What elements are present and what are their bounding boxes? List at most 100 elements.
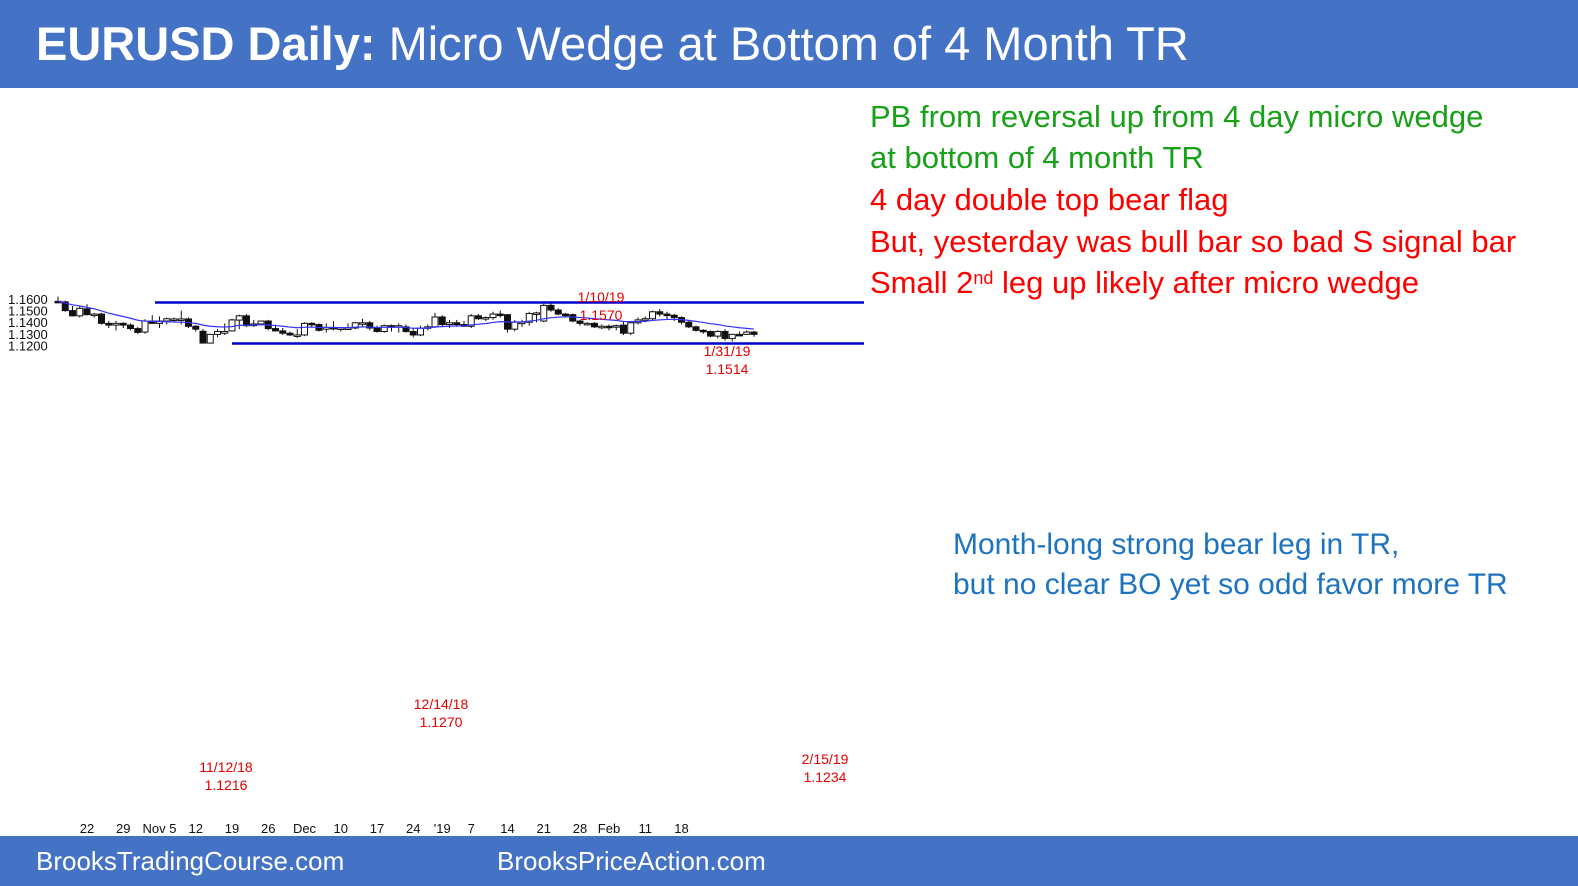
x-tick-label: '19 [434,821,451,836]
bull-candle [163,318,171,322]
bull-candle [641,318,649,321]
bull-candle [489,313,497,319]
bull-candle [257,320,265,325]
x-tick-label: Feb [598,821,620,836]
bear-candle [736,333,743,337]
bull-candle [446,322,453,326]
note-line-5-sup: nd [973,268,994,288]
note-line-4: But, yesterday was bull bar so bad S sig… [870,224,1517,259]
x-tick-label: 26 [261,821,275,836]
bull-candle [235,315,243,321]
bull-candle [714,330,722,337]
bear-candle [656,311,664,315]
bull-candle [612,325,620,328]
x-tick-label: 14 [500,821,514,836]
footer-left-link[interactable]: BrooksTradingCourse.com [36,846,345,876]
annot-dec14-date: 12/14/18 [414,696,469,712]
footer-center-link[interactable]: BrooksPriceAction.com [497,846,766,876]
bear-candle [562,313,569,317]
bull-candle [511,321,519,330]
bear-candle [134,328,142,333]
bear-candle [685,321,693,328]
candlestick-chart: 1.1600 1.1500 1.1400 1.1300 1.1200 22 29 Nov 5… [0,88,880,836]
bear-candle [591,322,598,328]
x-tick-label: 29 [116,821,130,836]
bear-candle [547,304,555,311]
bull-candle [728,333,736,339]
y-tick-label: 1.1400 [8,315,48,330]
bear-candle [373,327,381,332]
bull-candle [649,311,656,320]
bull-candle [583,322,591,326]
bull-candle [90,313,98,317]
bear-candle [279,330,287,334]
note-line-5: Small 2nd leg up likely after micro wedg… [870,262,1419,304]
annot-feb15-date: 2/15/19 [802,751,849,767]
note-line-2: at bottom of 4 month TR [870,140,1204,175]
right-note-2: but no clear BO yet so odd favor more TR [953,568,1508,601]
note-line-5-post: leg up likely after micro wedge [993,265,1419,300]
bull-candle [221,330,229,334]
annot-jan31-value: 1.1514 [706,361,749,377]
bear-candle [663,313,671,317]
x-tick-label: 22 [80,821,94,836]
annot-nov12-value: 1.1216 [205,777,248,793]
bear-candle [402,326,410,332]
bull-candle [482,317,490,320]
annot-feb15-value: 1.1234 [804,769,847,785]
ema-line [57,300,755,330]
title-bold: EURUSD Daily: [36,17,376,70]
bear-candle [692,326,700,331]
bear-candle [366,322,374,329]
bear-candle [605,325,613,329]
bull-candle [627,322,635,334]
bear-candle [119,322,127,326]
bull-candle [228,319,236,332]
bull-candle [177,318,185,321]
x-tick-label: 24 [406,821,420,836]
x-tick-label: Dec [293,821,317,836]
y-tick-label: 1.1300 [8,327,48,342]
bear-candle [496,313,504,317]
bear-candle [308,322,316,326]
bull-candle [141,320,149,333]
y-tick-label: 1.1600 [8,292,48,307]
annot-jan10-value: 1.1570 [580,307,623,323]
bear-candle [243,315,250,327]
bear-candle [286,332,294,336]
bear-candle [554,309,562,315]
right-note-1: Month-long strong bear leg in TR, [953,528,1400,561]
bull-candle [214,330,221,335]
bear-candle [127,324,134,330]
x-tick-label: 11 [639,821,653,836]
bear-candle [199,330,207,344]
bear-candle [409,330,417,336]
bull-candle [351,322,359,329]
bull-candle [380,325,388,332]
bull-candle [170,318,178,321]
bear-candle [453,322,461,326]
bull-candle [359,322,366,325]
bull-candle [431,316,439,328]
note-line-3: 4 day double top bear flag [870,182,1229,217]
x-tick-label: 17 [370,821,384,836]
bear-candle [576,320,584,324]
bull-candle [417,327,424,336]
bear-candle [721,330,729,339]
right-notes: Month-long strong bear leg in TR, but no… [953,525,1508,605]
bull-candle [743,331,751,335]
bear-candle [61,301,69,312]
x-tick-label: 10 [334,821,348,836]
y-tick-label: 1.1500 [8,304,48,319]
title-rest: Micro Wedge at Bottom of 4 Month TR [388,17,1189,70]
note-line-5-pre: Small 2 [870,265,974,300]
bull-candle [525,313,533,323]
bear-candle [670,314,678,319]
bull-candle [598,325,606,329]
bear-candle [707,330,714,337]
footer-bar: BrooksTradingCourse.com BrooksPriceActio… [0,836,1578,886]
x-tick-label: 7 [468,821,475,836]
page-title: EURUSD Daily: Micro Wedge at Bottom of 4… [36,14,1189,74]
annot-jan10-date: 1/10/19 [578,289,625,305]
